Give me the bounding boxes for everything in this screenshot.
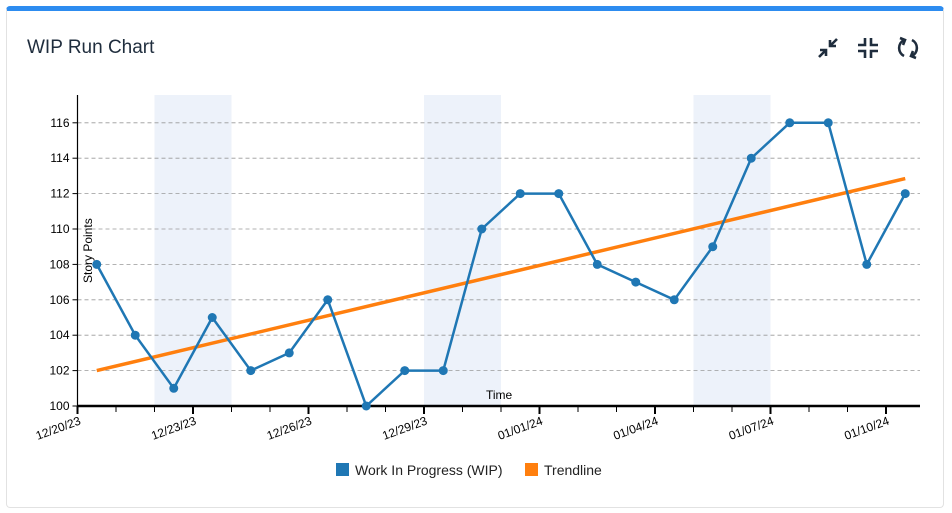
- x-tick-label: 12/26/23: [265, 414, 314, 443]
- wip-point: [592, 259, 602, 269]
- weekend-band: [424, 95, 501, 406]
- x-tick-label: 01/07/24: [727, 414, 776, 443]
- wip-point: [361, 401, 371, 411]
- wip-point: [554, 189, 564, 199]
- wip-point: [785, 118, 795, 128]
- wip-point: [746, 153, 756, 163]
- wip-point: [477, 224, 487, 234]
- weekend-band: [154, 95, 232, 406]
- x-tick-label: 01/01/24: [496, 414, 545, 443]
- wip-point: [130, 330, 140, 340]
- wip-point: [92, 259, 102, 269]
- y-tick-label: 112: [50, 187, 69, 201]
- wip-point: [438, 366, 448, 376]
- wip-point: [823, 118, 833, 128]
- y-tick-label: 108: [49, 257, 69, 271]
- legend-swatch: [525, 463, 538, 476]
- wip-point: [169, 383, 179, 393]
- wip-point: [323, 295, 333, 305]
- y-tick-label: 106: [49, 293, 69, 307]
- wip-point: [708, 242, 718, 252]
- x-tick-label: 01/04/24: [611, 414, 660, 443]
- y-tick-label: 116: [50, 116, 69, 130]
- y-tick-label: 104: [49, 328, 69, 342]
- wip-point: [669, 295, 679, 305]
- wip-point: [400, 366, 410, 376]
- x-tick-label: 12/20/23: [34, 414, 83, 443]
- refresh-icon[interactable]: [895, 35, 921, 61]
- x-axis-label: Time: [486, 388, 513, 402]
- exit-fullscreen-icon[interactable]: [855, 35, 881, 61]
- legend-label: Work In Progress (WIP): [355, 462, 503, 478]
- collapse-arrows-icon[interactable]: [815, 35, 841, 61]
- wip-point: [862, 259, 872, 269]
- wip-point: [284, 348, 294, 358]
- x-tick-label: 12/29/23: [380, 414, 429, 443]
- wip-point: [631, 277, 641, 287]
- wip-point: [515, 189, 525, 199]
- weekend-band: [693, 95, 771, 406]
- y-axis-label: Story Points: [81, 218, 95, 283]
- y-tick-label: 114: [50, 151, 69, 165]
- trendline: [96, 176, 906, 373]
- x-tick-label: 01/10/24: [842, 414, 891, 443]
- legend-swatch: [336, 463, 349, 476]
- wip-point: [207, 313, 217, 322]
- wip-point: [246, 366, 256, 376]
- y-tick-label: 102: [49, 364, 69, 378]
- x-tick-label: 12/23/23: [149, 414, 198, 443]
- wip-point: [900, 189, 910, 199]
- legend-label: Trendline: [544, 462, 602, 478]
- wip-line: [95, 121, 907, 409]
- y-tick-label: 110: [50, 222, 69, 236]
- chart-title: WIP Run Chart: [27, 37, 155, 58]
- y-tick-label: 100: [49, 399, 69, 413]
